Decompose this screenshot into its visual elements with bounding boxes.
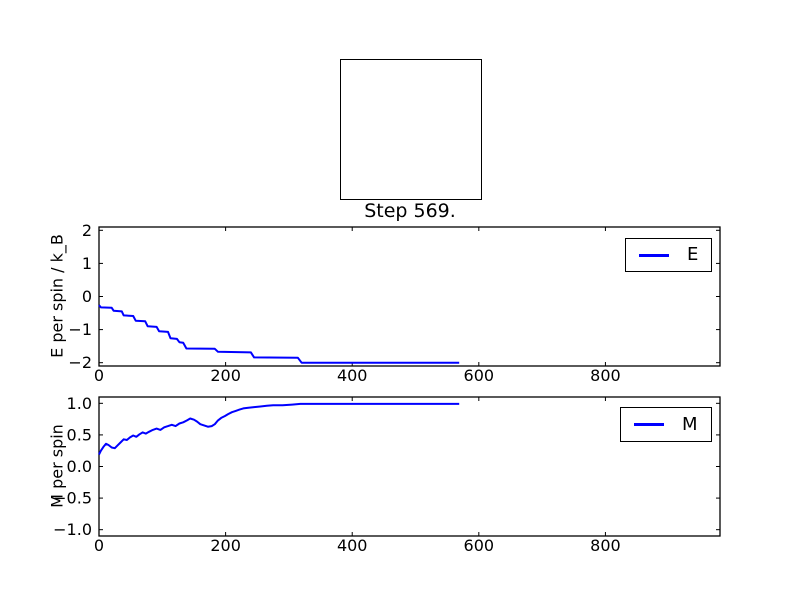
magnetization-legend: M: [620, 407, 712, 442]
M-line: [98, 402, 460, 455]
y-tick-label: 1: [82, 254, 92, 273]
spin-lattice-panel: [340, 59, 482, 200]
magnetization-ylabel: M per spin: [47, 424, 67, 508]
x-tick-label: 0: [94, 536, 104, 555]
energy-ylabel: E per spin / k_B: [47, 234, 67, 358]
legend-line-sample: [639, 253, 669, 257]
y-tick-label: 0.0: [67, 457, 92, 476]
energy-chart: 0 200 400 600 800 2 1 0 −1 −2: [68, 221, 721, 385]
x-tick-label: 600: [464, 366, 495, 385]
step-title: Step 569.: [364, 200, 456, 222]
y-tick-label: −2: [68, 353, 92, 372]
y-tick-label: −0.5: [53, 489, 92, 508]
y-tick-label: 2: [82, 221, 92, 240]
legend-label: M: [682, 413, 698, 435]
y-tick-label: 0: [82, 287, 92, 306]
E-line: [98, 304, 460, 364]
x-tick-label: 200: [210, 536, 241, 555]
y-tick-label: −1.0: [53, 520, 92, 539]
x-tick-label: 400: [337, 366, 368, 385]
y-tick-label: 0.5: [67, 425, 92, 444]
y-tick-label: −1: [68, 320, 92, 339]
magnetization-chart: 0 200 400 600 800 1.0 0.5 0.0 −0.5 −1.0: [53, 394, 721, 555]
y-tick-label: 1.0: [67, 394, 92, 413]
x-tick-label: 200: [210, 366, 241, 385]
energy-legend: E: [625, 238, 712, 272]
x-tick-label: 600: [464, 536, 495, 555]
x-tick-label: 400: [337, 536, 368, 555]
legend-line-sample: [634, 423, 664, 426]
legend-label: E: [687, 244, 699, 265]
x-tick-label: 800: [590, 536, 621, 555]
x-tick-label: 800: [590, 366, 621, 385]
x-tick-label: 0: [94, 366, 104, 385]
